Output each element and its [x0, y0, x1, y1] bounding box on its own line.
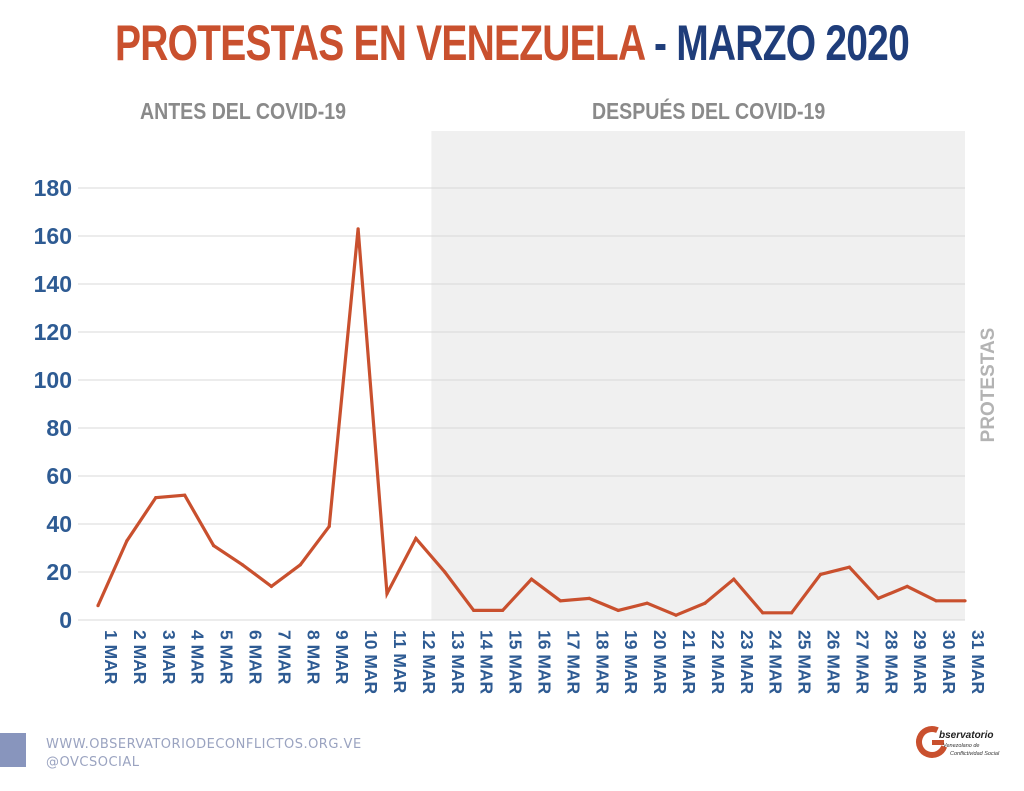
- data-point: [645, 601, 649, 605]
- data-point: [327, 524, 331, 529]
- data-point: [154, 496, 158, 500]
- data-point: [183, 493, 187, 497]
- logo-line3: Conflictividad Social: [950, 751, 1000, 757]
- x-tick-label: 16 MAR: [535, 630, 555, 695]
- x-tick-label: 18 MAR: [592, 630, 612, 695]
- data-point: [790, 611, 794, 615]
- y-tick-label: 60: [46, 463, 72, 489]
- data-point: [125, 539, 129, 543]
- data-point: [732, 577, 736, 581]
- footer-website[interactable]: WWW.OBSERVATORIODECONFLICTOS.ORG.VE: [46, 737, 362, 752]
- x-tick-label: 24 MAR: [766, 630, 786, 695]
- data-point: [616, 608, 620, 613]
- x-tick-label: 17 MAR: [563, 630, 583, 695]
- x-tick-label: 3 MAR: [159, 630, 179, 685]
- x-tick-label: 31 MAR: [968, 630, 988, 695]
- x-tick-label: 9 MAR: [332, 630, 352, 685]
- line-chart: 0 20 40 60 80 100 120 140 160 180 PROTESTAS 1 MAR 2 …: [34, 131, 999, 695]
- logo-line1: bservatorio: [939, 730, 994, 741]
- y-tick-label: 20: [46, 559, 72, 585]
- data-point: [269, 584, 273, 589]
- logo-g-icon: [916, 726, 948, 758]
- data-point: [385, 592, 389, 596]
- y-tick-label: 80: [46, 415, 72, 441]
- data-point: [472, 608, 476, 613]
- x-tick-label: 4 MAR: [188, 630, 208, 685]
- x-tick-label: 13 MAR: [448, 630, 468, 695]
- x-tick-label: 28 MAR: [881, 630, 901, 695]
- section-label-before: ANTES DEL COVID-19: [140, 98, 347, 124]
- data-point: [558, 599, 563, 603]
- footer-accent-square: [0, 733, 26, 767]
- x-tick-label: 20 MAR: [650, 630, 670, 695]
- data-point: [674, 613, 678, 617]
- x-tick-label: 8 MAR: [303, 630, 323, 685]
- x-tick-label: 27 MAR: [852, 630, 872, 695]
- x-tick-label: 23 MAR: [737, 630, 757, 695]
- x-tick-label: 22 MAR: [708, 630, 728, 695]
- x-tick-label: 26 MAR: [824, 630, 844, 695]
- y-tick-label: 160: [34, 223, 72, 249]
- y-tick-label: 40: [46, 511, 72, 537]
- section-label-after: DESPUÉS DEL COVID-19: [592, 98, 826, 124]
- y-tick-label: 180: [34, 175, 72, 201]
- x-tick-label: 5 MAR: [217, 630, 237, 685]
- data-point: [212, 544, 216, 548]
- x-tick-label: 29 MAR: [910, 630, 930, 695]
- x-tick-label: 25 MAR: [795, 630, 815, 695]
- data-point: [761, 611, 765, 615]
- x-tick-label: 1 MAR: [101, 630, 121, 685]
- data-point: [414, 536, 418, 541]
- title-separator: -: [643, 15, 677, 71]
- data-point: [298, 563, 302, 567]
- x-tick-label: 2 MAR: [130, 630, 150, 685]
- x-tick-label: 11 MAR: [390, 630, 410, 694]
- x-tick-label: 30 MAR: [939, 630, 959, 695]
- data-point: [529, 577, 534, 581]
- x-tick-label: 14 MAR: [477, 630, 497, 695]
- data-point: [501, 608, 505, 613]
- x-tick-label: 12 MAR: [419, 630, 439, 695]
- x-tick-label: 10 MAR: [361, 630, 381, 695]
- y-tick-label: 140: [34, 271, 72, 297]
- data-point: [703, 601, 707, 605]
- title-date: MARZO 2020: [676, 15, 910, 71]
- data-point: [818, 572, 823, 577]
- x-tick-label: 6 MAR: [246, 630, 266, 685]
- x-tick-label: 19 MAR: [621, 630, 641, 695]
- data-point: [356, 227, 360, 231]
- x-tick-label: 7 MAR: [274, 630, 294, 685]
- y-tick-label: 0: [59, 607, 72, 633]
- x-tick-label: 21 MAR: [679, 630, 699, 695]
- data-point: [443, 570, 447, 574]
- footer-handle[interactable]: @OVCSOCIAL: [46, 755, 140, 770]
- y-axis-label: PROTESTAS: [978, 328, 999, 443]
- chart-title: PROTESTAS EN VENEZUELA - MARZO 2020: [113, 14, 912, 72]
- data-point: [963, 599, 967, 603]
- y-tick-label: 100: [34, 367, 72, 393]
- data-point: [876, 596, 880, 601]
- data-point: [934, 599, 938, 603]
- data-point: [587, 596, 591, 601]
- title-main: PROTESTAS EN VENEZUELA: [114, 15, 645, 71]
- y-tick-label: 120: [34, 319, 72, 345]
- data-point: [240, 563, 245, 567]
- data-point: [905, 584, 909, 589]
- data-point: [847, 565, 852, 569]
- logo-line2: Venezolano de: [943, 743, 980, 749]
- ovcs-logo: bservatorio Venezolano de Conflictividad…: [915, 722, 999, 767]
- x-tick-label: 15 MAR: [506, 630, 526, 695]
- shaded-region-after-covid: [431, 131, 966, 620]
- data-point: [96, 604, 100, 608]
